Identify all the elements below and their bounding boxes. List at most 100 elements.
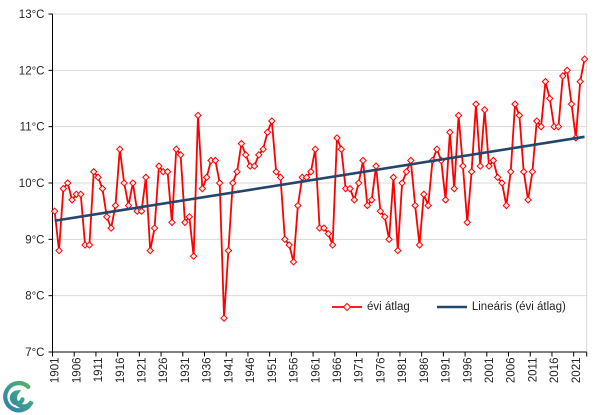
data-point-diamond — [406, 156, 415, 165]
data-point-diamond — [480, 105, 489, 114]
data-point-diamond — [107, 224, 115, 232]
y-tick-label: 13°C — [19, 9, 45, 21]
data-point-diamond — [363, 201, 372, 210]
data-point-diamond — [415, 241, 424, 249]
data-point-diamond — [281, 235, 289, 244]
data-point-diamond — [50, 207, 59, 215]
data-point-diamond — [263, 128, 272, 137]
data-point-diamond — [155, 162, 163, 170]
legend-label-annual-mean: évi átlag — [367, 301, 410, 313]
chart-legend: évi átlag Lineáris (évi átlag) — [331, 301, 566, 313]
x-tick-label: 1996 — [462, 358, 474, 384]
data-point-diamond — [254, 151, 263, 159]
data-point-diamond — [328, 241, 337, 249]
data-point-diamond — [472, 100, 480, 108]
data-point-diamond — [59, 184, 68, 193]
data-point-diamond — [120, 179, 128, 187]
data-point-diamond — [237, 139, 246, 148]
data-point-diamond — [389, 173, 398, 182]
data-point-diamond — [324, 229, 333, 238]
data-point-diamond — [359, 156, 367, 165]
data-point-diamond — [337, 145, 346, 154]
data-point-diamond — [420, 190, 428, 199]
data-point-diamond — [85, 241, 94, 249]
x-tick-label: 1906 — [71, 358, 83, 384]
data-point-diamond — [485, 162, 493, 170]
y-tick-label: 10°C — [19, 178, 45, 190]
data-point-diamond — [142, 173, 150, 182]
data-point-diamond — [137, 207, 146, 215]
data-point-diamond — [224, 246, 233, 255]
data-point-diamond — [163, 167, 172, 176]
data-point-diamond — [220, 314, 228, 323]
data-point-diamond — [354, 179, 363, 187]
data-point-diamond — [94, 173, 102, 182]
data-point-diamond — [493, 173, 502, 182]
x-tick-label: 1911 — [93, 358, 105, 383]
x-tick-label: 1941 — [223, 358, 235, 384]
data-point-diamond — [168, 218, 176, 227]
data-point-diamond — [116, 145, 124, 154]
data-point-diamond — [454, 111, 463, 120]
data-point-diamond — [489, 156, 498, 165]
data-point-diamond — [89, 167, 98, 176]
y-tick-label: 9°C — [25, 234, 44, 246]
data-point-diamond — [307, 167, 315, 176]
data-point-diamond — [241, 151, 250, 159]
data-point-diamond — [467, 167, 476, 176]
x-tick-label: 1976 — [375, 358, 387, 384]
x-tick-label: 1921 — [137, 358, 149, 384]
data-point-diamond — [185, 212, 194, 221]
x-tick-label: 1986 — [419, 358, 431, 384]
x-tick-label: 1971 — [354, 358, 366, 384]
x-tick-label: 1926 — [158, 358, 170, 384]
met-swirl-logo-icon — [3, 380, 34, 413]
x-tick-label: 2021 — [571, 358, 583, 384]
data-point-diamond — [367, 196, 376, 204]
annual-mean-series-line — [53, 58, 586, 320]
data-point-diamond — [272, 167, 280, 176]
data-point-diamond — [181, 218, 189, 227]
x-tick-label: 1981 — [397, 358, 409, 384]
legend-label-linear-trend: Lineáris (évi átlag) — [471, 301, 566, 313]
data-point-diamond — [424, 201, 432, 210]
data-point-diamond — [176, 151, 185, 159]
x-tick-label: 1991 — [441, 358, 453, 384]
data-point-diamond — [250, 162, 259, 170]
data-point-diamond — [545, 94, 554, 103]
data-point-diamond — [393, 246, 402, 255]
x-tick-label: 2011 — [527, 358, 539, 383]
data-point-diamond — [289, 258, 298, 266]
data-point-diamond — [346, 184, 354, 193]
data-point-diamond — [532, 117, 541, 125]
red-diamond-line-swatch — [332, 302, 362, 312]
y-tick-label: 11°C — [20, 122, 45, 134]
data-point-diamond — [228, 179, 237, 187]
data-point-diamond — [376, 207, 385, 215]
gridlines — [52, 13, 588, 352]
data-point-diamond — [198, 184, 207, 193]
data-point-diamond — [189, 252, 198, 261]
x-tick-label: 1966 — [332, 358, 344, 384]
data-point-diamond — [515, 111, 524, 120]
x-tick-label: 2001 — [484, 358, 496, 384]
data-point-diamond — [63, 179, 72, 187]
x-tick-label: 1961 — [310, 358, 322, 384]
data-point-diamond — [98, 184, 107, 193]
data-point-diamond — [233, 167, 241, 176]
data-point-diamond — [498, 179, 506, 187]
data-point-diamond — [398, 179, 406, 187]
data-point-diamond — [528, 167, 537, 176]
y-tick-label: 8°C — [25, 291, 44, 303]
data-point-diamond — [268, 117, 276, 125]
data-point-diamond — [463, 218, 472, 227]
x-tick-label: 1936 — [202, 358, 214, 384]
x-tick-label: 1946 — [245, 358, 257, 384]
data-point-diamond — [285, 241, 294, 249]
data-point-diamond — [146, 246, 155, 255]
data-point-diamond — [502, 201, 511, 210]
x-tick-label: 1956 — [289, 358, 301, 384]
data-point-diamond — [259, 145, 267, 154]
legend-item-linear-trend: Lineáris (évi átlag) — [436, 301, 566, 313]
data-point-diamond — [559, 72, 567, 80]
